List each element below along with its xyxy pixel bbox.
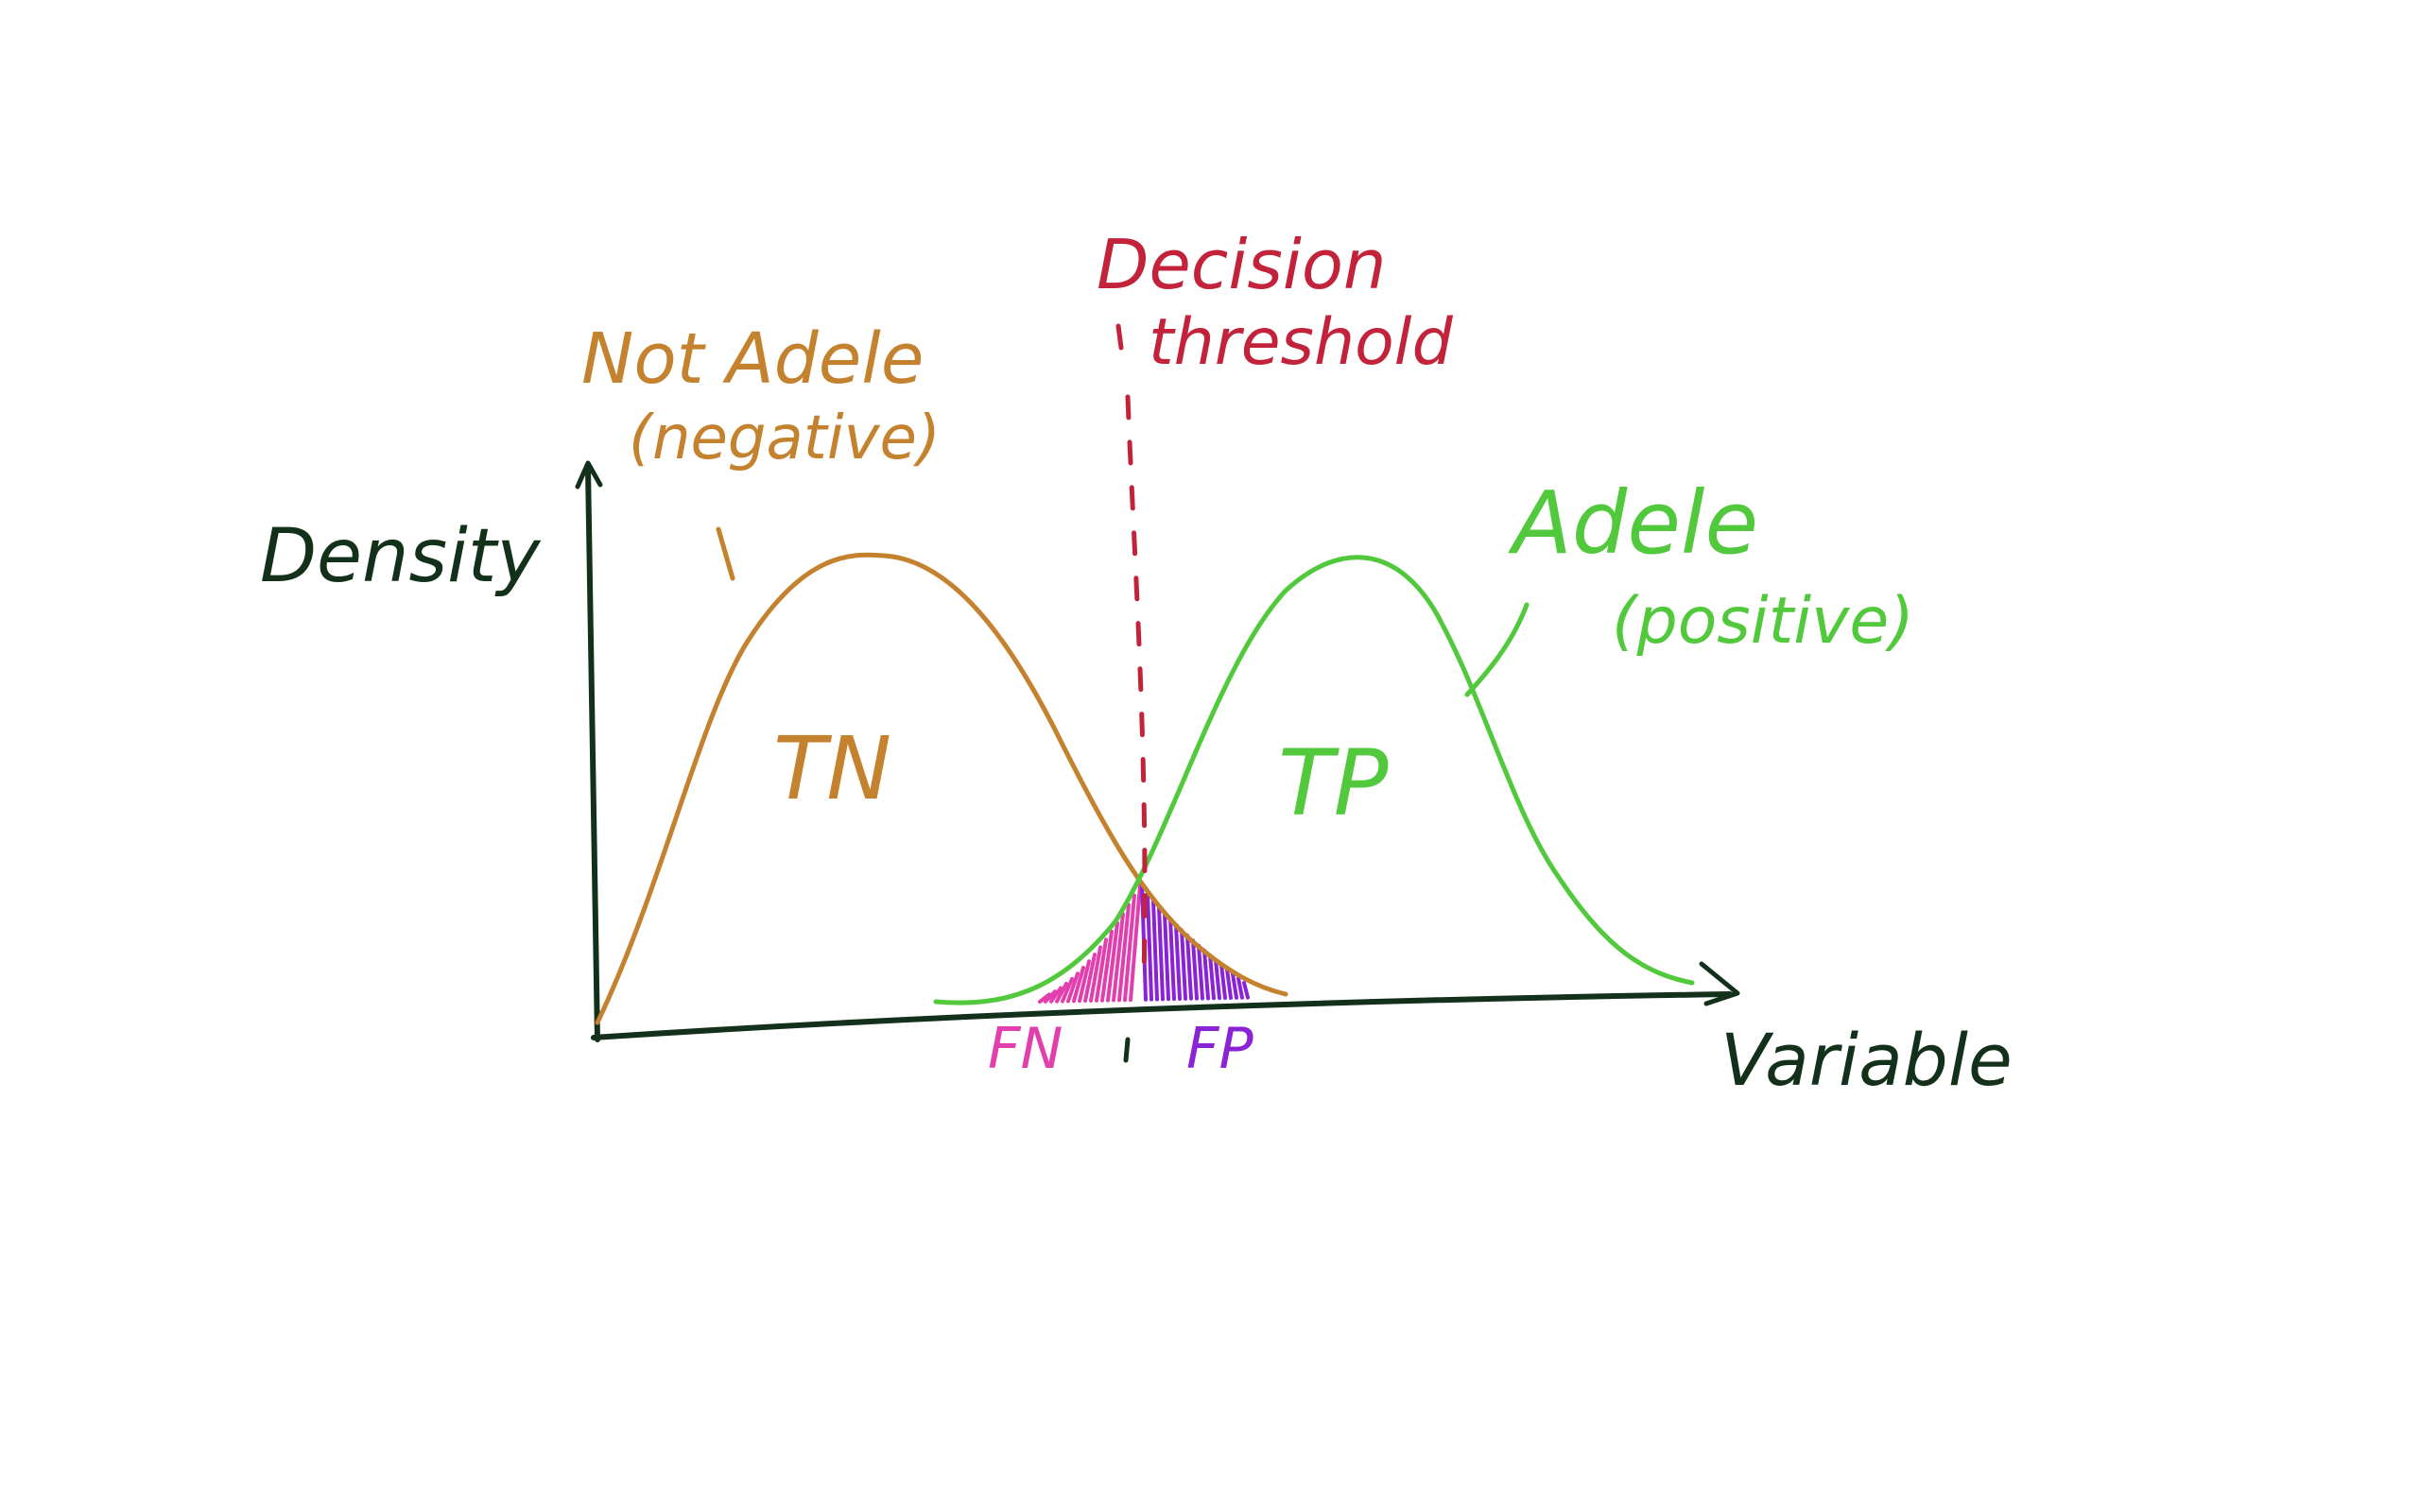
hatch-stroke	[1038, 992, 1051, 1004]
hatch-stroke	[1236, 976, 1244, 1000]
true-negative-label: TN	[773, 718, 891, 819]
false-positive-label: FP	[1186, 1016, 1254, 1082]
y-axis	[585, 465, 600, 1042]
hatch-stroke	[1112, 912, 1125, 1003]
hatch-stroke	[1100, 929, 1114, 1003]
negative-leader-line	[716, 526, 735, 581]
decision-threshold-line	[1125, 394, 1148, 986]
hatch-stroke	[1185, 933, 1193, 1001]
hatch-stroke	[1078, 959, 1091, 1004]
hatch-stroke	[1072, 966, 1085, 1004]
hatch-stroke	[1214, 957, 1221, 1001]
hatch-stroke	[1066, 971, 1080, 1004]
hatch-stroke	[1202, 948, 1210, 1001]
negative-class-title: Not Adele	[581, 318, 924, 400]
false-negative-region	[1038, 884, 1142, 1004]
false-negative-label: FN	[988, 1016, 1063, 1082]
threshold-label-line2: threshold	[1149, 305, 1454, 380]
hatch-stroke	[1242, 981, 1250, 1000]
hatch-stroke	[1168, 917, 1176, 1002]
negative-distribution-curve	[595, 552, 1288, 1025]
hatch-stroke	[1095, 937, 1108, 1003]
hatch-stroke	[1231, 971, 1238, 1000]
hatch-stroke	[1129, 884, 1142, 1003]
positive-class-subtitle: (positive)	[1612, 584, 1914, 659]
hatch-stroke	[1151, 899, 1159, 1002]
hatch-stroke	[1089, 945, 1102, 1003]
x-axis-arrowhead	[1699, 961, 1740, 1006]
hatch-stroke	[1083, 953, 1097, 1004]
y-axis-label: Density	[260, 514, 542, 599]
hatch-stroke	[1146, 891, 1153, 1002]
positive-leader-line	[1464, 602, 1530, 697]
positive-class-title: Adele	[1508, 472, 1758, 574]
hatch-stroke	[1197, 943, 1204, 1001]
y-axis-arrowhead	[575, 460, 603, 490]
hatch-stroke	[1219, 962, 1227, 1001]
positive-distribution-curve	[933, 555, 1695, 1005]
x-axis-label: Variable	[1720, 1018, 2013, 1102]
hatch-stroke	[1174, 922, 1182, 1002]
x-axis	[591, 991, 1733, 1040]
hatch-stroke	[1180, 928, 1187, 1001]
hatch-stroke	[1163, 911, 1170, 1002]
negative-class-subtitle: (negative)	[629, 404, 941, 473]
hatch-stroke	[1157, 905, 1165, 1002]
hatch-stroke	[1123, 893, 1136, 1003]
hatch-stroke	[1055, 981, 1068, 1004]
hatch-stroke	[1106, 920, 1119, 1003]
hatch-stroke	[1117, 902, 1131, 1003]
hatch-stroke	[1049, 986, 1063, 1004]
decision-threshold-tick-top	[1115, 323, 1124, 351]
hatch-stroke	[1044, 989, 1057, 1004]
hatch-stroke	[1061, 976, 1074, 1004]
threshold-label-line1: Decision	[1097, 225, 1387, 304]
hatch-stroke	[1191, 938, 1199, 1001]
true-positive-label: TP	[1278, 730, 1389, 836]
hatch-stroke	[1208, 953, 1216, 1001]
hatch-stroke	[1225, 967, 1233, 1000]
decision-threshold-tick-bottom	[1123, 1037, 1131, 1063]
